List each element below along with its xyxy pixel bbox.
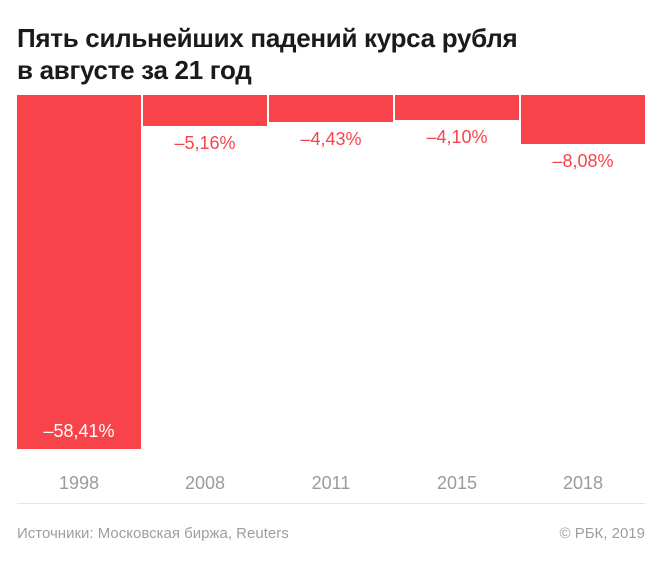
bar-2011 xyxy=(269,95,393,122)
bar-2008 xyxy=(143,95,267,126)
bar-value-label-2015: –4,10% xyxy=(426,127,488,147)
bar-column-2018: –8,08% xyxy=(521,95,645,170)
footer-divider xyxy=(17,503,645,504)
x-axis-label-2011: 2011 xyxy=(311,473,351,493)
bar-value-label-1998: –58,41% xyxy=(43,421,115,441)
bar-value-label-2018: –8,08% xyxy=(552,151,614,171)
x-axis-label-2018: 2018 xyxy=(562,473,604,493)
chart-title: Пять сильнейших падений курса рубля в ав… xyxy=(17,22,645,86)
bar-2018 xyxy=(521,95,645,144)
bar-value-label-2011: –4,43% xyxy=(300,129,362,149)
x-axis-label-1998: 1998 xyxy=(58,473,100,493)
bar-2015 xyxy=(395,95,519,120)
bar-1998: –58,41% xyxy=(17,95,141,449)
copyright-text: © РБК, 2019 xyxy=(559,525,645,542)
bar-chart: –58,41% –5,16% –4,43% –4,10% –8,08% 19 xyxy=(17,95,645,493)
bars-area: –58,41% –5,16% –4,43% –4,10% –8,08% xyxy=(17,95,645,449)
chart-title-line2: в августе за 21 год xyxy=(17,55,252,85)
x-axis-label-2015: 2015 xyxy=(436,473,478,493)
footer: Источники: Московская биржа, Reuters © Р… xyxy=(17,525,645,543)
x-axis-labels: 1998 2008 2011 2015 2018 xyxy=(17,473,645,493)
bar-column-2008: –5,16% xyxy=(143,95,267,152)
x-axis-label-2008: 2008 xyxy=(184,473,226,493)
bar-column-1998: –58,41% xyxy=(17,95,141,449)
bar-value-label-2008: –5,16% xyxy=(174,133,236,153)
chart-title-line1: Пять сильнейших падений курса рубля xyxy=(17,23,518,53)
bar-column-2011: –4,43% xyxy=(269,95,393,148)
bar-column-2015: –4,10% xyxy=(395,95,519,146)
sources-text: Источники: Московская биржа, Reuters xyxy=(17,525,289,542)
